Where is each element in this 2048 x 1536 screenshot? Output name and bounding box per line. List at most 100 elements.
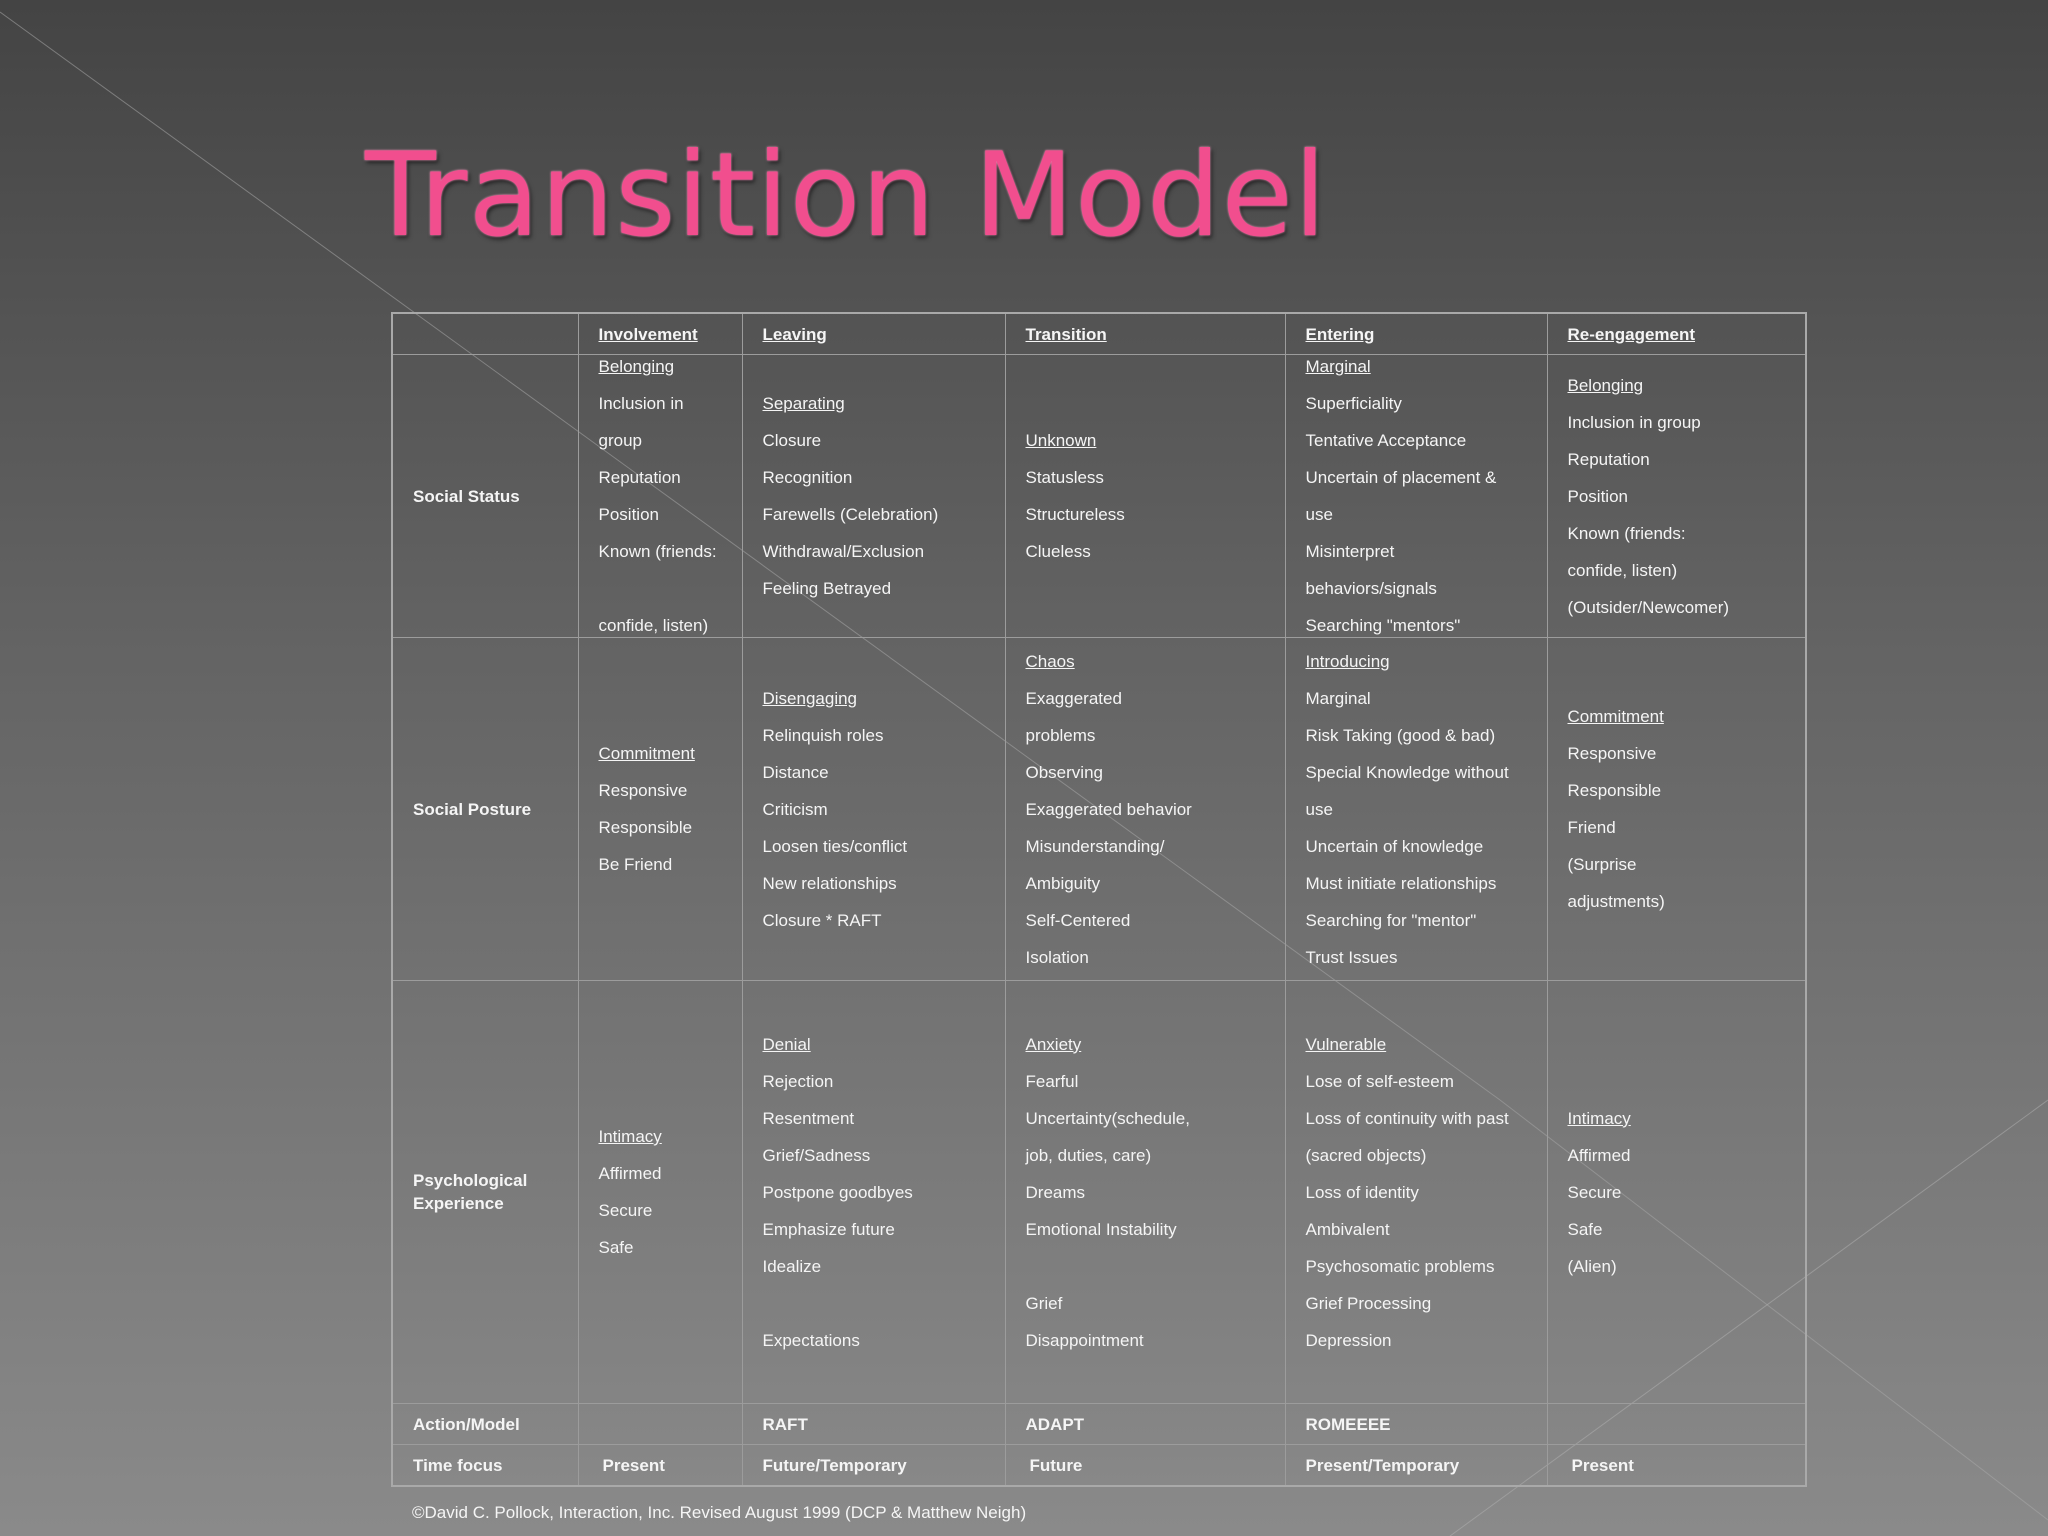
cell-item: use: [1305, 799, 1333, 819]
cell-item: Disappointment: [1025, 1330, 1144, 1350]
cell-item: Responsive: [1567, 744, 1657, 763]
cell-item: Trust Issues: [1305, 947, 1398, 967]
cell-heading: Commitment: [598, 744, 695, 763]
cell-item: Position: [1567, 486, 1628, 506]
cell-item: Known (friends:: [598, 542, 717, 561]
cell-item: Be Friend: [598, 855, 673, 874]
cell-social-status-reengagement: Belonging Inclusion in group Reputation Pos…: [1546, 354, 1807, 638]
cell-item: Relinquish roles: [762, 725, 884, 745]
header-row: Involvement Leaving Transition Entering …: [391, 312, 1807, 355]
cell-item: [599, 577, 732, 600]
cell-item: Self-Centered: [1025, 910, 1131, 930]
cell-heading: Chaos: [1025, 651, 1075, 671]
time-leaving: Future/Temporary: [741, 1444, 1006, 1487]
time-involvement: Present: [577, 1444, 743, 1487]
cell-item: Ambivalent: [1305, 1219, 1390, 1239]
cell-item: Secure: [598, 1201, 653, 1220]
slide-title: Transition Model: [365, 128, 1328, 263]
cell-item: (Outsider/Newcomer): [1567, 597, 1730, 617]
cell-item: Clueless: [1025, 542, 1091, 561]
copyright-footer: ©David C. Pollock, Interaction, Inc. Rev…: [412, 1503, 1027, 1522]
cell-psych-entering: Vulnerable Lose of self-esteem Loss of con…: [1284, 980, 1548, 1404]
header-reengagement: Re-engagement: [1546, 312, 1807, 355]
cell-item: Reputation: [598, 468, 681, 487]
cell-item: Distance: [762, 762, 829, 782]
cell-psych-transition: Anxiety Fearful Uncertainty(schedule, job, …: [1004, 980, 1286, 1404]
cell-item: Uncertainty(schedule,: [1025, 1108, 1190, 1128]
cell-heading: Disengaging: [762, 688, 858, 708]
cell-item: Special Knowledge without: [1305, 762, 1509, 782]
cell-item: Structureless: [1025, 505, 1125, 524]
header-empty: [391, 312, 579, 355]
cell-item: job, duties, care): [1025, 1145, 1152, 1165]
action-leaving: RAFT: [741, 1403, 1006, 1445]
time-transition: Future: [1004, 1444, 1286, 1487]
cell-heading: Introducing: [1305, 651, 1390, 671]
cell-heading: Vulnerable: [1305, 1034, 1387, 1054]
cell-item: Exaggerated behavior: [1025, 799, 1192, 819]
cell-item: Closure: [762, 431, 822, 450]
cell-heading: Belonging: [1567, 375, 1644, 395]
cell-item: Misunderstanding/: [1025, 836, 1165, 856]
cell-item: Responsible: [598, 818, 693, 837]
cell-item: Uncertain of placement &: [1305, 468, 1497, 487]
cell-item: Recognition: [762, 468, 853, 487]
cell-item: (Surprise: [1567, 855, 1637, 874]
cell-item: Loss of identity: [1305, 1182, 1419, 1202]
cell-item: Expectations: [762, 1330, 860, 1350]
cell-item: Superficiality: [1305, 394, 1402, 413]
cell-item: Marginal: [1305, 688, 1371, 708]
action-involvement: [577, 1403, 743, 1445]
cell-social-posture-transition: Chaos Exaggerated problems Observing Exagger…: [1004, 637, 1286, 981]
cell-item: Dreams: [1025, 1182, 1086, 1202]
cell-item: Friend: [1567, 818, 1616, 837]
cell-item: Emotional Instability: [1025, 1219, 1177, 1239]
cell-item: (sacred objects): [1305, 1145, 1427, 1165]
cell-social-posture-reengagement: Commitment Responsive Responsible Friend (Su…: [1546, 637, 1807, 981]
cell-heading: Intimacy: [598, 1127, 662, 1146]
cell-social-posture-involvement: Commitment Responsive Responsible Be Friend: [577, 637, 743, 981]
cell-item: use: [1305, 505, 1333, 524]
cell-item: Position: [598, 505, 659, 524]
cell-item: Risk Taking (good & bad): [1305, 725, 1496, 745]
cell-item: Tentative Acceptance: [1305, 431, 1467, 450]
header-transition: Transition: [1004, 312, 1286, 355]
cell-item: Exaggerated: [1025, 688, 1122, 708]
cell-heading: Belonging: [598, 357, 675, 376]
cell-item: Statusless: [1025, 468, 1104, 487]
cell-item: Ambiguity: [1025, 873, 1101, 893]
cell-item: Farewells (Celebration): [762, 505, 939, 524]
cell-heading: Separating: [762, 394, 845, 413]
cell-item: problems: [1025, 725, 1096, 745]
cell-item: Postpone goodbyes: [762, 1182, 913, 1202]
cell-item: Must initiate relationships: [1305, 873, 1497, 893]
row-social-status: Social Status Belonging Inclusion in group…: [391, 354, 1807, 638]
cell-item: Depression: [1305, 1330, 1392, 1350]
cell-psych-involvement: Intimacy Affirmed Secure Safe: [577, 980, 743, 1404]
cell-social-posture-entering: Introducing Marginal Risk Taking (good & b…: [1284, 637, 1548, 981]
row-action-model: Action/Model RAFT ADAPT ROMEEEE: [391, 1403, 1807, 1445]
cell-item: Withdrawal/Exclusion: [762, 542, 925, 561]
transition-model-table: Involvement Leaving Transition Entering …: [391, 312, 1807, 1487]
cell-item: [763, 1292, 995, 1315]
cell-item: Responsive: [598, 781, 688, 800]
time-reengagement: Present: [1546, 1444, 1807, 1487]
row-label-time-focus: Time focus: [391, 1444, 579, 1487]
row-label-line1: Psychological: [413, 1171, 528, 1190]
time-entering: Present/Temporary: [1284, 1444, 1548, 1487]
cell-item: Idealize: [762, 1256, 822, 1276]
header-involvement: Involvement: [577, 312, 743, 355]
cell-heading: Commitment: [1567, 707, 1664, 726]
action-reengagement: [1546, 1403, 1807, 1445]
cell-item: Uncertain of knowledge: [1305, 836, 1484, 856]
cell-item: Reputation: [1567, 449, 1650, 469]
row-social-posture: Social Posture Commitment Responsive Respo…: [391, 637, 1807, 981]
header-leaving: Leaving: [741, 312, 1006, 355]
cell-heading: Marginal: [1305, 357, 1371, 376]
cell-psych-leaving: Denial Rejection Resentment Grief/Sadness Po…: [741, 980, 1006, 1404]
row-label-line2: Experience: [413, 1194, 504, 1213]
row-label-psychological-experience: Psychological Experience: [391, 980, 579, 1404]
cell-item: Safe: [598, 1238, 634, 1257]
cell-item: Secure: [1567, 1182, 1622, 1202]
cell-item: Emphasize future: [762, 1219, 895, 1239]
